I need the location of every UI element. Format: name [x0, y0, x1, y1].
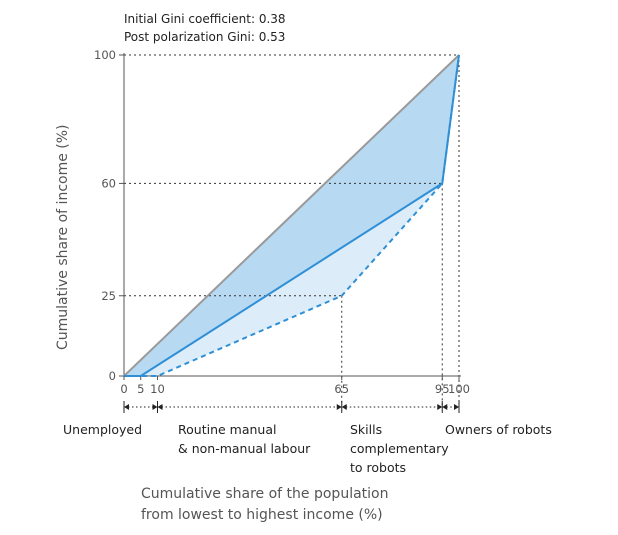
x-tick-label-65: 65: [334, 382, 349, 396]
segment-range-skills-arrow-left: [341, 404, 347, 410]
x-axis-title-line-2: from lowest to highest income (%): [141, 507, 383, 523]
initial-gini-annotation: Initial Gini coefficient: 0.38: [124, 12, 286, 26]
x-tick-label-10: 10: [150, 382, 165, 396]
segment-range-owners-arrow-right: [454, 404, 459, 410]
segment-range-owners-arrow-left: [442, 404, 448, 410]
y-tick-label-100: 100: [94, 48, 116, 62]
segment-label-skills: Skills complementary to robots: [350, 422, 449, 475]
line-post-polarization: [124, 54, 460, 377]
segment-range-routine-arrow-right: [336, 404, 342, 410]
y-tick-label-0: 0: [109, 369, 116, 383]
segment-range-routine-arrow-left: [157, 404, 163, 410]
y-tick-label-25: 25: [101, 289, 116, 303]
x-tick-label-0: 0: [120, 382, 127, 396]
x-tick-label-95: 95: [435, 382, 450, 396]
segment-label-unemployed: Unemployed: [63, 422, 143, 437]
x-tick-label-100: 100: [448, 382, 470, 396]
post-gini-annotation: Post polarization Gini: 0.53: [124, 30, 286, 44]
x-tick-label-5: 5: [137, 382, 144, 396]
segment-range-unemployed-arrow-left: [124, 404, 129, 410]
segment-label-routine: Routine manual & non-manual labour: [178, 422, 311, 456]
x-axis-title-line-1: Cumulative share of the population: [141, 486, 389, 502]
line-equality: [123, 54, 460, 377]
y-tick-label-60: 60: [101, 176, 116, 190]
segment-label-owners: Owners of robots: [445, 422, 552, 437]
y-axis-title: Cumulative share of income (%): [55, 124, 71, 350]
segment-range-skills-arrow-right: [437, 404, 443, 410]
line-initial: [124, 54, 460, 377]
segment-range-unemployed-arrow-right: [152, 404, 158, 410]
